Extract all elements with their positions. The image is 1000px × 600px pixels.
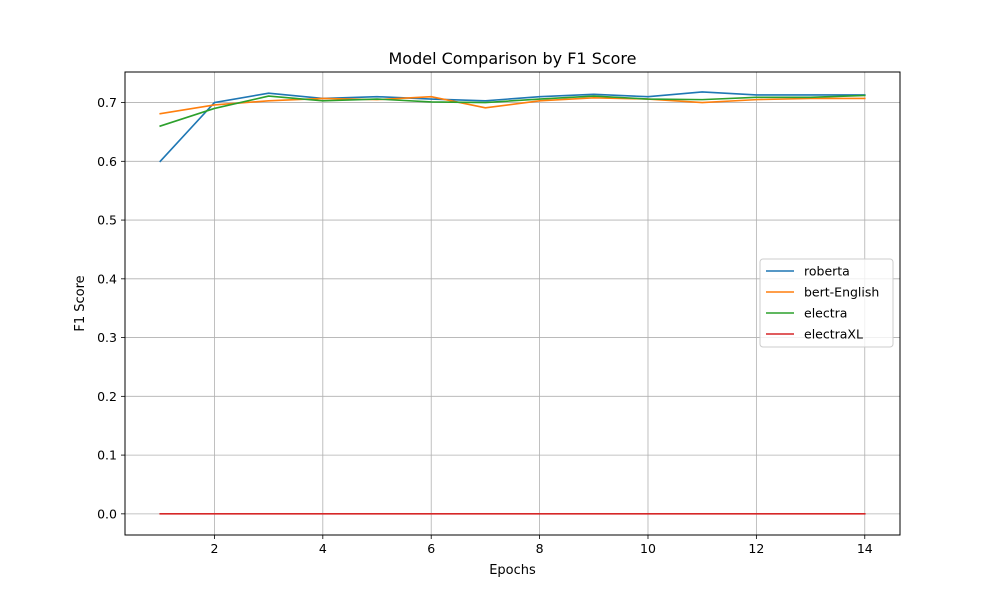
chart-title: Model Comparison by F1 Score (389, 49, 637, 68)
x-tick-label: 12 (748, 541, 764, 556)
legend-label-electra: electra (804, 306, 847, 321)
plot-area-frame (124, 71, 901, 536)
x-tick-label: 6 (427, 541, 435, 556)
series-line-electra (159, 94, 866, 128)
y-tick-label: 0.6 (97, 154, 117, 169)
legend-label-electraxl: electraXL (804, 327, 863, 342)
y-tick-label: 0.3 (97, 330, 117, 345)
x-tick-label: 2 (210, 541, 218, 556)
legend: roberta bert-English electra electraXL (759, 258, 894, 348)
legend-label-roberta: roberta (804, 264, 850, 279)
y-axis-ticks: 0.0 0.1 0.2 0.3 0.4 0.5 0.6 0.7 (97, 95, 125, 521)
x-axis-label: Epochs (489, 563, 536, 578)
y-tick-label: 0.2 (97, 389, 117, 404)
legend-label-bert-english: bert-English (804, 285, 879, 300)
series-lines (159, 91, 866, 515)
y-axis-label: F1 Score (73, 275, 88, 331)
y-tick-label: 0.1 (97, 448, 117, 463)
y-tick-label: 0.0 (97, 506, 117, 521)
legend-box (759, 258, 894, 348)
series-line-bert-english (159, 95, 866, 115)
x-tick-label: 8 (536, 541, 544, 556)
y-tick-label: 0.5 (97, 213, 117, 228)
series-line-roberta (159, 91, 866, 163)
x-tick-label: 10 (640, 541, 656, 556)
x-axis-ticks: 2 4 6 8 10 12 14 (210, 535, 873, 556)
y-tick-label: 0.7 (97, 95, 117, 110)
x-tick-label: 4 (319, 541, 327, 556)
y-tick-label: 0.4 (97, 271, 117, 286)
x-tick-label: 14 (857, 541, 873, 556)
grid-lines (125, 72, 900, 535)
